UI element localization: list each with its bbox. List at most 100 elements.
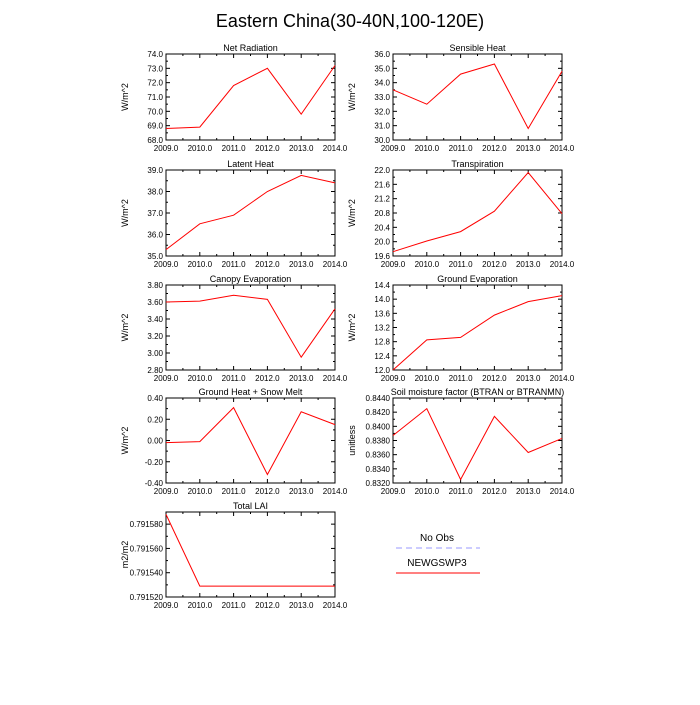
y-tick-label: 3.80 xyxy=(147,281,163,290)
panel-ground-evaporation: Ground Evaporation W/m^2 2009.0 2010.0 2011.… xyxy=(347,274,575,383)
y-tick-label: 71.0 xyxy=(147,93,163,102)
x-tick-label: 2009.0 xyxy=(381,487,406,496)
panel-title: Total LAI xyxy=(233,501,268,511)
x-tick-label: 2012.0 xyxy=(482,144,507,153)
x-tick-label: 2012.0 xyxy=(255,487,280,496)
y-axis-label: m2/m2 xyxy=(120,541,130,569)
x-tick-label: 2009.0 xyxy=(154,374,179,383)
x-tick-label: 2010.0 xyxy=(415,144,440,153)
y-tick-label: 0.791520 xyxy=(130,593,164,602)
y-tick-label: 33.0 xyxy=(374,93,390,102)
x-tick-label: 2012.0 xyxy=(255,144,280,153)
y-tick-label: 12.0 xyxy=(374,366,390,375)
y-tick-label: 70.0 xyxy=(147,107,163,116)
panel-title: Ground Heat + Snow Melt xyxy=(199,387,303,397)
x-tick-label: 2011.0 xyxy=(449,260,473,269)
y-tick-label: 20.4 xyxy=(374,223,390,232)
y-tick-label: 73.0 xyxy=(147,64,163,73)
y-tick-label: 12.8 xyxy=(374,338,390,347)
y-tick-label: 14.0 xyxy=(374,295,390,304)
panels: Net Radiation W/m^2 2009.0 2010.0 2011.0 2012… xyxy=(120,43,575,610)
legend-label-no-obs: No Obs xyxy=(420,533,454,544)
series-line-newgswp3 xyxy=(392,295,563,371)
y-tick-label: 3.20 xyxy=(147,332,163,341)
figure-title: Eastern China(30-40N,100-120E) xyxy=(216,11,484,31)
x-tick-label: 2013.0 xyxy=(516,260,541,269)
x-tick-label: 2010.0 xyxy=(188,374,213,383)
panel-canopy-evaporation: Canopy Evaporation W/m^2 2009.0 2010.0 2011.… xyxy=(120,274,348,383)
x-tick-label: 2009.0 xyxy=(381,374,406,383)
x-tick-label: 2013.0 xyxy=(289,374,314,383)
panel-title: Latent Heat xyxy=(227,159,274,169)
y-axis-label: W/m^2 xyxy=(120,199,130,227)
y-tick-label: 0.40 xyxy=(147,394,163,403)
y-tick-label: 39.0 xyxy=(147,166,163,175)
plot-frame xyxy=(392,397,563,484)
y-tick-label: 0.791580 xyxy=(130,520,164,529)
x-tick-label: 2010.0 xyxy=(188,487,213,496)
x-tick-label: 2011.0 xyxy=(449,487,473,496)
y-tick-label: 35.0 xyxy=(374,64,390,73)
y-tick-label: 12.4 xyxy=(374,352,390,361)
panel-transpiration: Transpiration W/m^2 2009.0 2010.0 2011.0 2012… xyxy=(347,159,575,269)
y-tick-label: 30.0 xyxy=(374,136,390,145)
x-tick-label: 2010.0 xyxy=(188,144,213,153)
y-tick-label: 36.0 xyxy=(147,231,163,240)
x-tick-label: 2014.0 xyxy=(550,144,575,153)
y-tick-label: 35.0 xyxy=(147,252,163,261)
y-axis-label: unitless xyxy=(347,425,357,456)
x-tick-label: 2009.0 xyxy=(154,601,179,610)
x-tick-label: 2011.0 xyxy=(222,260,246,269)
y-tick-label: 0.8360 xyxy=(366,451,391,460)
y-tick-label: 68.0 xyxy=(147,136,163,145)
y-tick-label: -0.40 xyxy=(145,479,164,488)
y-tick-label: 21.6 xyxy=(374,180,390,189)
y-axis-label: W/m^2 xyxy=(120,83,130,111)
y-tick-label: 32.0 xyxy=(374,107,390,116)
plot-frame xyxy=(392,53,563,141)
plot-frame xyxy=(392,284,563,371)
y-tick-label: 72.0 xyxy=(147,79,163,88)
x-tick-label: 2012.0 xyxy=(255,374,280,383)
panel-soil-moisture-factor-btran-or-btranmn: Soil moisture factor (BTRAN or BTRANMN) u… xyxy=(347,387,575,496)
y-tick-label: 34.0 xyxy=(374,79,390,88)
y-tick-label: 0.8380 xyxy=(366,437,391,446)
panel-latent-heat: Latent Heat W/m^2 2009.0 2010.0 2011.0 2012.0… xyxy=(120,159,348,269)
y-tick-label: 3.00 xyxy=(147,349,163,358)
y-tick-label: 20.0 xyxy=(374,238,390,247)
legend: No Obs NEWGSWP3 xyxy=(396,533,480,574)
y-tick-label: 14.4 xyxy=(374,281,390,290)
panel-title: Soil moisture factor (BTRAN or BTRANMN) xyxy=(391,387,565,397)
y-tick-label: 37.0 xyxy=(147,209,163,218)
plot-frame xyxy=(165,169,336,257)
y-tick-label: 0.8400 xyxy=(366,422,391,431)
x-tick-label: 2013.0 xyxy=(516,487,541,496)
y-tick-label: 0.8340 xyxy=(366,465,391,474)
y-axis-label: W/m^2 xyxy=(120,427,130,455)
y-tick-label: 22.0 xyxy=(374,166,390,175)
legend-label-newgswp3: NEWGSWP3 xyxy=(407,558,467,569)
x-tick-label: 2012.0 xyxy=(255,260,280,269)
x-tick-label: 2014.0 xyxy=(550,487,575,496)
series-line-newgswp3 xyxy=(165,514,335,587)
x-tick-label: 2014.0 xyxy=(323,601,348,610)
x-tick-label: 2014.0 xyxy=(323,144,348,153)
x-tick-label: 2010.0 xyxy=(188,601,213,610)
y-tick-label: 13.6 xyxy=(374,309,390,318)
x-tick-label: 2010.0 xyxy=(415,487,440,496)
series-line-newgswp3 xyxy=(392,171,563,253)
x-tick-label: 2013.0 xyxy=(289,601,314,610)
x-tick-label: 2009.0 xyxy=(381,260,406,269)
x-tick-label: 2010.0 xyxy=(415,374,440,383)
x-tick-label: 2011.0 xyxy=(222,374,246,383)
x-tick-label: 2014.0 xyxy=(323,260,348,269)
y-tick-label: 0.00 xyxy=(147,437,163,446)
series-line-newgswp3 xyxy=(165,294,336,359)
y-tick-label: 2.80 xyxy=(147,366,163,375)
panel-title: Transpiration xyxy=(451,159,503,169)
x-tick-label: 2012.0 xyxy=(482,374,507,383)
x-tick-label: 2010.0 xyxy=(188,260,213,269)
x-tick-label: 2012.0 xyxy=(255,601,280,610)
x-tick-label: 2011.0 xyxy=(449,374,473,383)
